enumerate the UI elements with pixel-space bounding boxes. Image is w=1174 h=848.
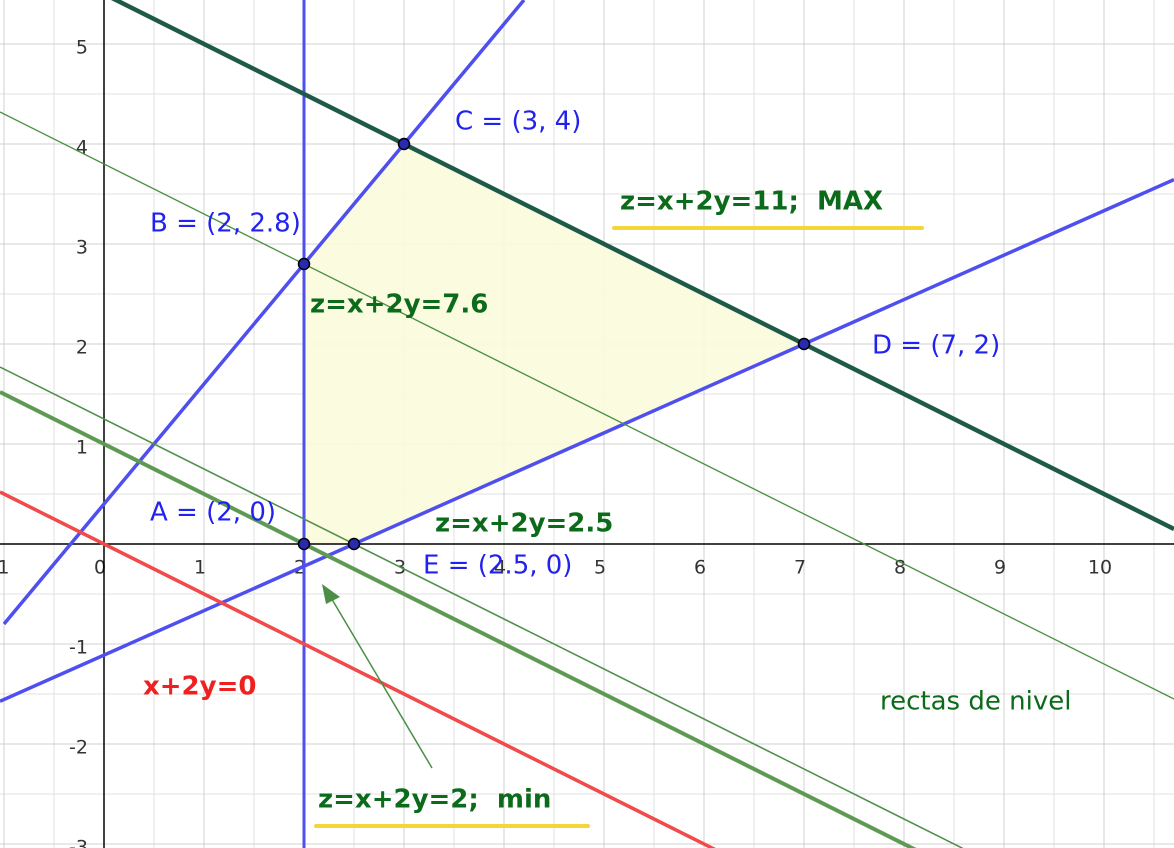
y-tick-label: 3: [76, 237, 88, 259]
annotation: z=x+2y=11; MAX: [620, 187, 883, 217]
annotation: z=x+2y=2.5: [435, 509, 613, 539]
feasible-region: [304, 144, 804, 544]
x-tick-label: 9: [994, 557, 1006, 579]
y-tick-label: 4: [76, 137, 88, 159]
annotation: E = (2.5, 0): [423, 551, 572, 581]
x-tick-label: 4: [494, 557, 506, 579]
point: [797, 337, 811, 351]
point: [297, 537, 311, 551]
arrow: [329, 595, 433, 769]
annotation: z=x+2y=2; min: [318, 785, 551, 815]
y-tick-label: 1: [76, 437, 88, 459]
x-tick-label: -1: [0, 557, 9, 579]
point: [297, 257, 311, 271]
annotation: A = (2, 0): [150, 498, 276, 528]
annotation: rectas de nivel: [880, 687, 1071, 717]
y-tick-label: 2: [76, 337, 88, 359]
line: [110, 0, 1174, 532]
y-tick-label: -2: [69, 737, 88, 759]
x-tick-label: 10: [1088, 557, 1112, 579]
arrow-head: [322, 584, 340, 604]
y-tick-label: -3: [69, 837, 88, 848]
y-tick-label: 5: [76, 37, 88, 59]
annotation: C = (3, 4): [455, 107, 581, 137]
x-tick-label: 8: [894, 557, 906, 579]
x-tick-label: 1: [194, 557, 206, 579]
line: [2, 0, 526, 626]
y-tick-label: -1: [69, 637, 88, 659]
annotation: z=x+2y=7.6: [310, 290, 488, 320]
line: [0, 178, 1174, 703]
line: [0, 366, 964, 848]
annotation: x+2y=0: [143, 672, 256, 702]
x-tick-label: 5: [594, 557, 606, 579]
x-tick-label: 6: [694, 557, 706, 579]
line: [0, 490, 716, 848]
line: [0, 111, 1174, 700]
line: [0, 390, 917, 848]
x-tick-label: 7: [794, 557, 806, 579]
point: [397, 137, 411, 151]
x-tick-label: 0: [94, 557, 106, 579]
point: [347, 537, 361, 551]
annotation: D = (7, 2): [872, 331, 1000, 361]
annotation: B = (2, 2.8): [150, 209, 301, 239]
